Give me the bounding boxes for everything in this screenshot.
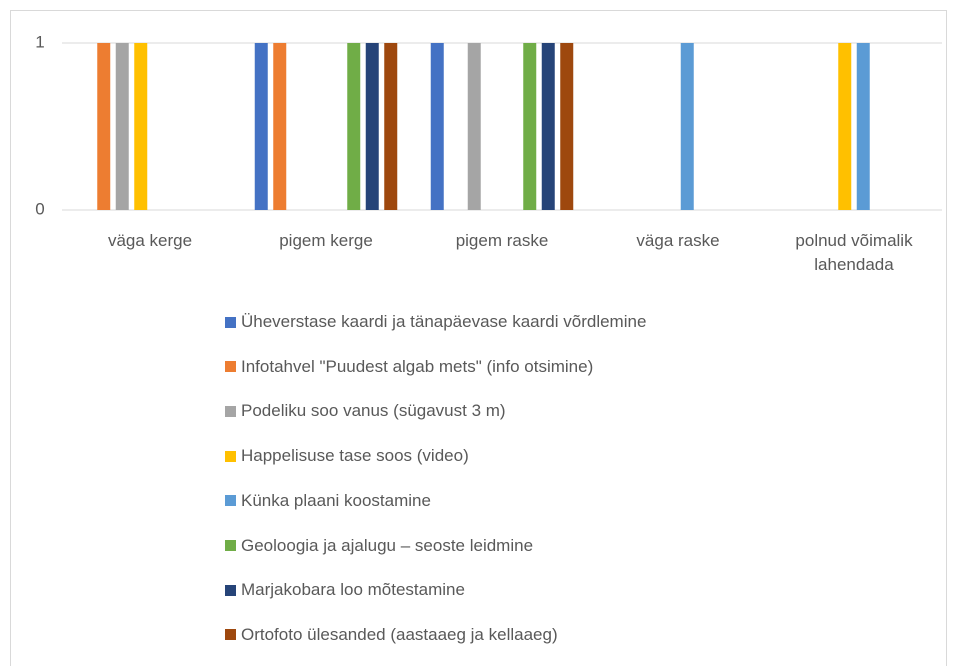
legend-label: Künka plaani koostamine — [241, 490, 431, 510]
y-tick-label: 0 — [35, 199, 44, 218]
legend-label: Happelisuse tase soos (video) — [241, 446, 469, 466]
legend-label: Ortofoto ülesanded (aastaaeg ja kellaaeg… — [241, 624, 558, 644]
bar — [560, 43, 574, 210]
chart-border — [10, 10, 947, 666]
legend-item: Marjakobara loo mõtestamine — [225, 580, 465, 600]
legend-item: Podeliku soo vanus (sügavust 3 m) — [225, 401, 506, 421]
x-tick-label: pigem raske — [455, 231, 549, 250]
legend-item: Geoloogia ja ajalugu – seoste leidmine — [225, 536, 533, 556]
legend-swatch — [225, 450, 236, 462]
bar — [97, 43, 111, 210]
bar — [430, 43, 444, 210]
bar — [523, 43, 537, 210]
bar — [365, 43, 379, 210]
x-tick-label: pigem kerge — [279, 231, 373, 250]
legend-item: Ortofoto ülesanded (aastaaeg ja kellaaeg… — [225, 625, 558, 645]
x-tick-label: väga raske — [636, 231, 720, 250]
legend-label: Üheverstase kaardi ja tänapäevase kaardi… — [241, 312, 647, 331]
bar — [384, 43, 398, 210]
legend-label: Marjakobara loo mõtestamine — [241, 580, 465, 600]
legend-swatch — [225, 629, 236, 641]
legend-item: Infotahvel "Puudest algab mets" (info ot… — [225, 357, 593, 377]
bar — [254, 43, 268, 210]
bar — [467, 43, 481, 210]
legend-swatch — [225, 405, 236, 417]
bar — [115, 43, 129, 210]
bar — [838, 43, 852, 210]
legend-label: Geoloogia ja ajalugu – seoste leidmine — [241, 535, 534, 555]
bar — [273, 43, 287, 210]
y-tick-label: 1 — [35, 32, 44, 51]
x-tick-label: väga kerge — [107, 231, 193, 250]
legend-swatch — [225, 361, 236, 373]
legend-swatch — [225, 584, 236, 596]
legend-item: Künka plaani koostamine — [225, 491, 431, 511]
legend-swatch — [225, 495, 236, 507]
legend-swatch — [225, 316, 236, 328]
bar — [347, 43, 361, 210]
bar — [541, 43, 555, 210]
bar — [680, 43, 694, 210]
legend-item: Üheverstase kaardi ja tänapäevase kaardi… — [225, 312, 646, 332]
legend-label: Podeliku soo vanus (sügavust 3 m) — [241, 401, 506, 421]
legend-label: Infotahvel "Puudest algab mets" (info ot… — [241, 356, 594, 376]
x-tick-label: polnud võimalik lahendada — [795, 231, 913, 274]
legend-item: Happelisuse tase soos (video) — [225, 446, 469, 466]
legend-swatch — [225, 540, 236, 551]
bar — [856, 43, 870, 210]
bar — [134, 43, 148, 210]
